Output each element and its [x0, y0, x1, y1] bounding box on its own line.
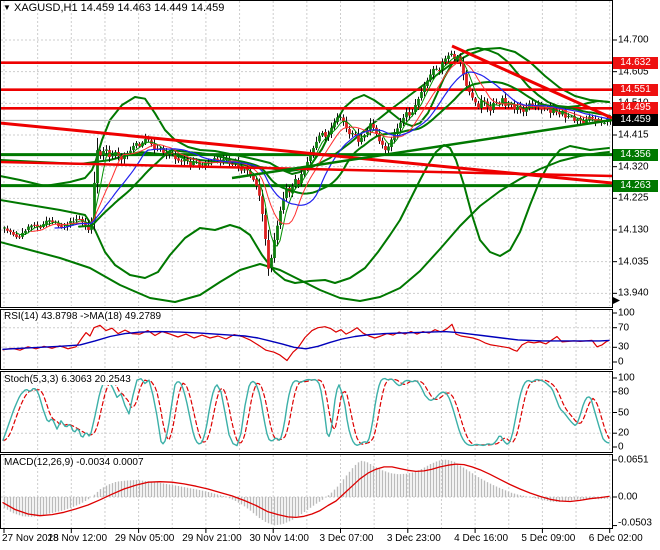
rsi-axis-label: 70 — [618, 322, 630, 334]
time-axis[interactable] — [0, 529, 660, 550]
price-axis-label: 14.035 — [618, 256, 649, 268]
ohlc-values: 14.459 14.463 14.449 14.459 — [80, 2, 225, 14]
rsi-label: RSI(14) 43.8798 ->MA(18) 49.2789 — [4, 311, 165, 322]
stoch-axis-label: 80 — [618, 386, 630, 398]
rsi-axis-label: 0 — [618, 356, 624, 368]
price-axis-label: 14.605 — [618, 66, 649, 78]
price-axis-label: 14.130 — [618, 224, 649, 236]
time-axis-label: 4 Dec 16:00 — [454, 533, 509, 544]
main-chart-panel[interactable] — [0, 0, 613, 308]
price-badge-resistance: 14.551 — [613, 83, 658, 96]
price-axis-label: 14.320 — [618, 161, 649, 173]
symbol-marker-icon: ▼ — [3, 3, 11, 12]
price-badge-resistance: 14.495 — [613, 102, 658, 115]
time-axis-label: 28 Nov 12:00 — [47, 533, 108, 544]
stoch-label: Stoch(5,3,3) 6.3063 20.2543 — [4, 374, 134, 385]
price-axis-label: 14.225 — [618, 192, 649, 204]
macd-axis-label: -0.0503 — [618, 517, 652, 529]
time-axis-label: 29 Nov 05:00 — [114, 533, 175, 544]
stoch-axis-label: 50 — [618, 407, 630, 418]
time-axis-label: 27 Nov 2018 — [2, 533, 59, 544]
time-axis-label: 6 Dec 02:00 — [588, 533, 643, 544]
price-badge-support: 14.263 — [613, 179, 658, 192]
rsi-axis-label: 100 — [618, 307, 635, 319]
rsi-axis-label: 30 — [618, 341, 630, 353]
macd-label: MACD(12,26,9) -0.0034 0.0007 — [4, 457, 147, 468]
time-axis-label: 29 Nov 21:00 — [182, 533, 242, 544]
price-axis-label: 14.415 — [618, 129, 649, 141]
stoch-axis-label: 100 — [618, 372, 635, 384]
time-axis-label: 5 Dec 09:00 — [521, 533, 576, 544]
time-axis-label: 3 Dec 23:00 — [386, 533, 441, 544]
price-badge-current: 14.459 — [613, 114, 658, 127]
price-badge-support: 14.356 — [613, 148, 658, 161]
price-axis-label: 13.940 — [618, 287, 649, 299]
symbol-period: XAGUSD,H1 — [13, 2, 78, 14]
price-axis-label: 14.700 — [618, 34, 649, 46]
chart-title: ▼ XAGUSD,H1 14.459 14.463 14.449 14.459 — [3, 2, 224, 14]
price-badge-resistance: 14.632 — [613, 56, 658, 69]
macd-axis-label: 0.0651 — [618, 454, 649, 466]
time-axis-label: 3 Dec 07:00 — [319, 533, 374, 544]
stoch-axis-label: 20 — [618, 427, 630, 439]
time-axis-label: 30 Nov 14:00 — [249, 533, 309, 544]
stoch-axis-label: 0 — [618, 441, 624, 453]
macd-axis-label: 0.00 — [618, 491, 638, 503]
